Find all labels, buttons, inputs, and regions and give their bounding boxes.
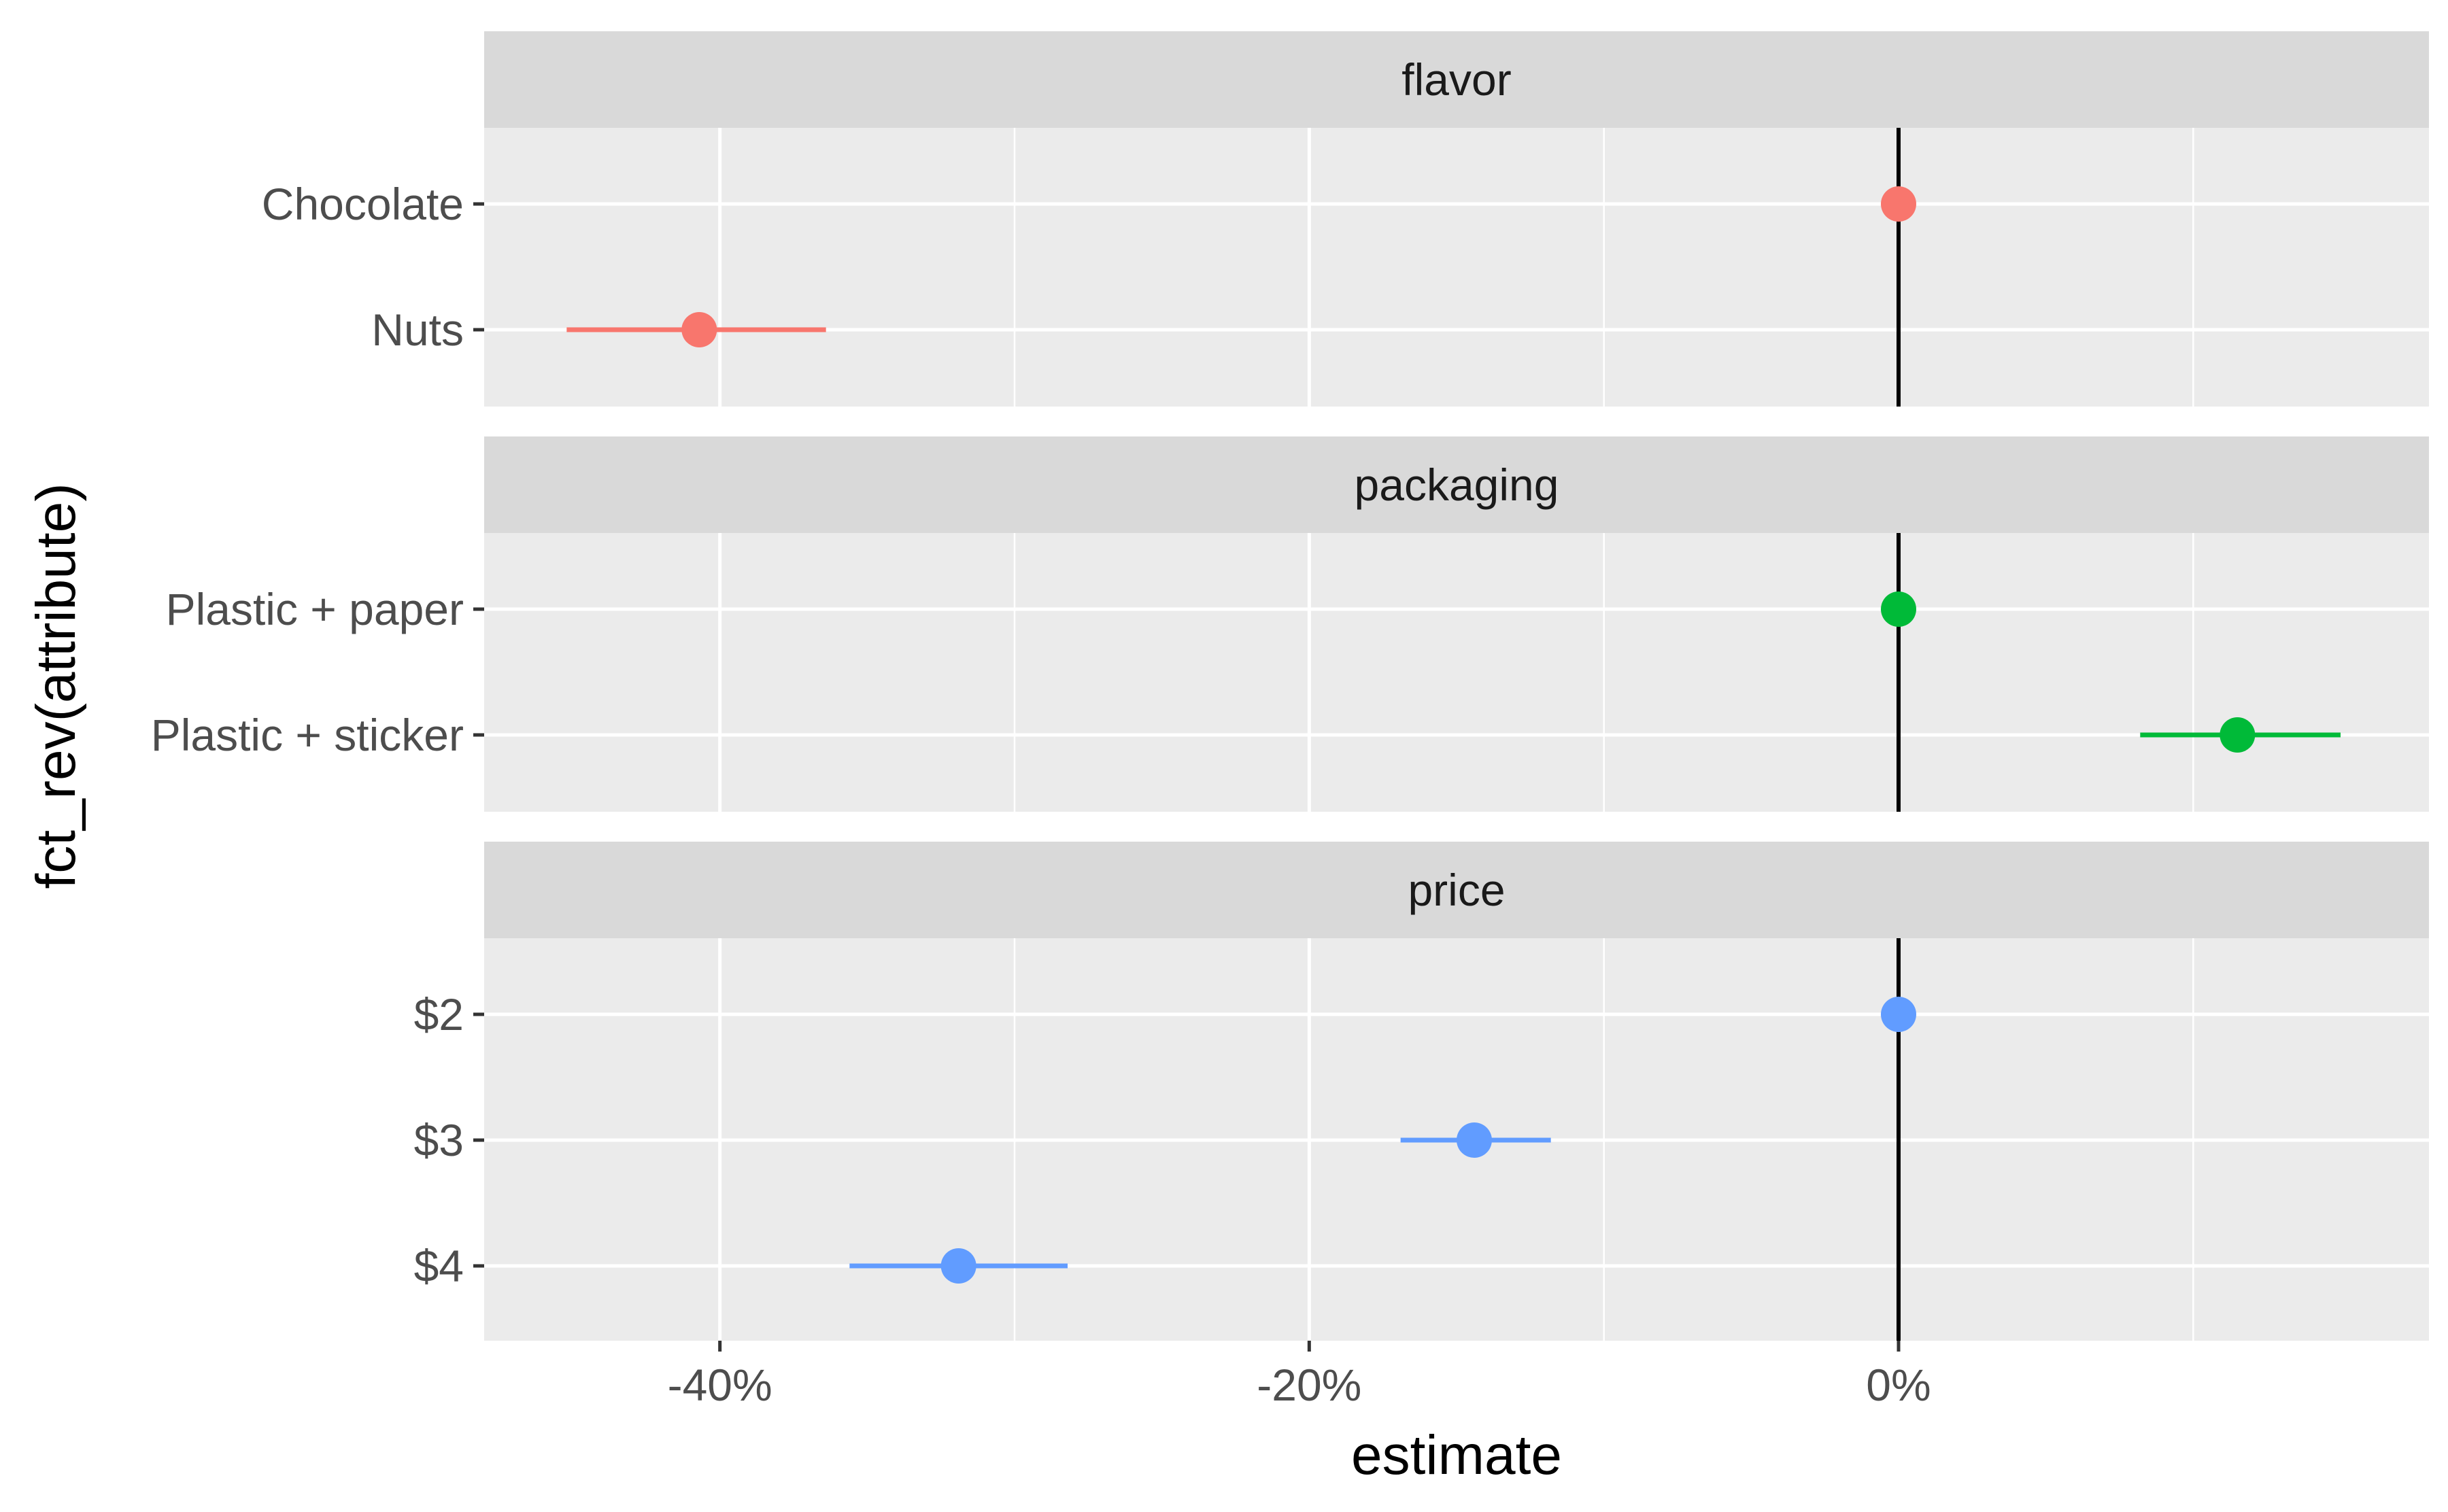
facet-strip-label: price bbox=[1408, 865, 1505, 915]
y-tick-label: $2 bbox=[414, 989, 464, 1040]
facet-strip-label: flavor bbox=[1401, 54, 1511, 105]
estimate-point bbox=[2220, 717, 2256, 753]
estimate-point bbox=[1881, 591, 1916, 627]
x-tick-label: -20% bbox=[1257, 1360, 1361, 1410]
facet-strip-label: packaging bbox=[1355, 460, 1559, 510]
estimate-point bbox=[681, 312, 717, 347]
y-axis-title: fct_rev(attribute) bbox=[25, 483, 87, 889]
panel-background bbox=[484, 128, 2429, 407]
y-tick-label: Chocolate bbox=[262, 179, 464, 229]
y-tick-label: Plastic + paper bbox=[166, 584, 464, 634]
facet-packaging: packaging Plastic + paper Plastic + sticke… bbox=[151, 436, 2429, 812]
estimate-point bbox=[1457, 1122, 1492, 1158]
facet-panels: flavor Chocolate Nuts packaging Plastic + pa… bbox=[151, 31, 2429, 1341]
x-tick-label: 0% bbox=[1866, 1360, 1931, 1410]
estimate-point bbox=[1881, 186, 1916, 222]
facet-strip bbox=[484, 436, 2429, 533]
facet-flavor: flavor Chocolate Nuts bbox=[262, 31, 2429, 407]
panel-background bbox=[484, 533, 2429, 812]
y-tick-label: Nuts bbox=[371, 305, 464, 355]
x-axis-title: estimate bbox=[1351, 1424, 1562, 1486]
estimate-point bbox=[1881, 997, 1916, 1032]
y-tick-label: Plastic + sticker bbox=[151, 710, 464, 760]
estimate-point bbox=[940, 1248, 976, 1284]
facet-strip bbox=[484, 842, 2429, 938]
x-tick-label: -40% bbox=[668, 1360, 772, 1410]
facet-price: price $2 $3 $4 bbox=[414, 842, 2429, 1341]
facet-strip bbox=[484, 31, 2429, 128]
y-tick-label: $3 bbox=[414, 1115, 464, 1165]
y-tick-label: $4 bbox=[414, 1241, 464, 1291]
x-axis: -40% -20% 0% bbox=[668, 1341, 1931, 1410]
